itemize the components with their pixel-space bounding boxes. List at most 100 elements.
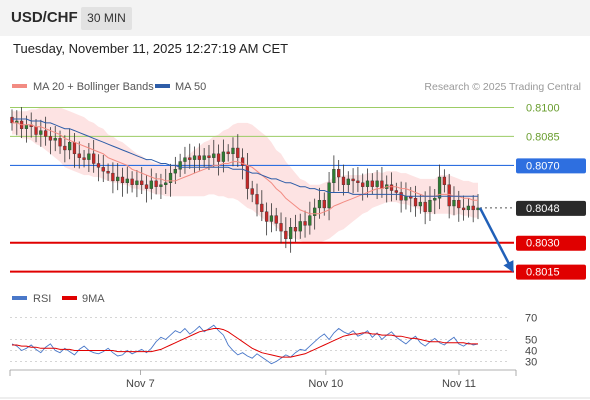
rsi9ma-legend-label: 9MA xyxy=(82,293,105,305)
candle-body xyxy=(375,180,379,187)
candle-body xyxy=(457,199,461,209)
candle-body xyxy=(341,176,346,185)
candle-body xyxy=(68,142,72,151)
candle-body xyxy=(106,171,110,174)
candle-body xyxy=(120,176,125,184)
candle-body xyxy=(298,221,302,232)
datetime-label: Tuesday, November 11, 2025 12:27:19 AM C… xyxy=(13,41,289,56)
timeframe-button[interactable]: 30 MIN xyxy=(81,7,132,30)
candle-body xyxy=(10,116,14,124)
ma50-legend-label: MA 50 xyxy=(175,81,206,93)
candle-body xyxy=(264,211,269,222)
candle-body xyxy=(313,207,317,216)
level-label-last_price: 0.8048 xyxy=(526,203,560,215)
candle-body xyxy=(394,190,398,193)
candle-body xyxy=(418,201,422,207)
candle-body xyxy=(413,198,418,207)
candle-body xyxy=(39,130,43,135)
candle-body xyxy=(125,178,129,184)
candle-body xyxy=(159,184,163,187)
candle-body xyxy=(245,165,250,189)
candle-body xyxy=(231,147,235,155)
level-tag-support xyxy=(516,264,586,280)
candle-body xyxy=(149,180,153,189)
candle-body xyxy=(140,180,144,185)
forecast-arrow-line xyxy=(478,207,514,273)
candle-body xyxy=(178,161,182,170)
candle-body xyxy=(24,124,29,129)
candle-body xyxy=(322,199,326,209)
symbol-title: USD/CHF xyxy=(11,9,78,26)
rsi-legend-swatch xyxy=(12,296,27,300)
header-bar: USD/CHF 30 MIN xyxy=(0,0,590,36)
candle-body xyxy=(370,180,374,187)
candle-body xyxy=(476,207,480,211)
candle-body xyxy=(399,192,403,201)
candle-body xyxy=(255,194,259,205)
level-label-pivot: 0.8070 xyxy=(526,160,560,172)
bollinger-bands xyxy=(12,107,478,243)
ma20-line xyxy=(12,122,478,215)
rsi-legend: RSI 9MA xyxy=(12,293,105,305)
candle-body xyxy=(337,169,341,178)
candle-body xyxy=(207,155,211,158)
candle-body xyxy=(130,178,134,185)
candle-body xyxy=(447,184,451,207)
moving-averages xyxy=(12,118,478,215)
candle-body xyxy=(389,184,394,191)
candle-body xyxy=(197,155,202,160)
candle-body xyxy=(351,178,355,182)
level-label-support: 0.8030 xyxy=(526,238,560,250)
candle-body xyxy=(82,157,86,160)
candle-body xyxy=(216,153,221,162)
candle-body xyxy=(221,151,226,162)
candle-body xyxy=(188,157,192,160)
level-tag-pivot xyxy=(516,158,586,174)
rsi-tick-label: 70 xyxy=(525,313,537,325)
candle-body xyxy=(111,172,115,182)
x-tick-label: Nov 11 xyxy=(442,378,476,390)
ma50-line xyxy=(12,118,478,197)
price-level-labels: 0.8100 0.8085 0.8070 0.8048 0.8030 0.8015 xyxy=(516,102,586,280)
candle-body xyxy=(269,215,274,222)
rsi-9ma-line xyxy=(12,328,478,358)
candle-body xyxy=(144,184,149,189)
candle-body xyxy=(236,147,240,158)
candle-body xyxy=(303,221,307,226)
candle-body xyxy=(317,199,322,209)
candle-body xyxy=(58,138,62,147)
bollinger-band-area xyxy=(12,107,478,243)
candle-body xyxy=(346,178,350,185)
main-legend: MA 20 + Bollinger Bands MA 50 Research ©… xyxy=(12,81,581,93)
candle-body xyxy=(101,167,105,172)
candle-body xyxy=(284,230,288,240)
candle-body xyxy=(202,155,206,160)
x-tick-label: Nov 10 xyxy=(308,378,343,390)
candle-body xyxy=(53,138,57,141)
candle-body xyxy=(226,151,230,155)
candle-body xyxy=(274,215,278,224)
x-tick-label: Nov 7 xyxy=(126,378,155,390)
research-credit: Research © 2025 Trading Central xyxy=(424,81,581,93)
level-tag-support xyxy=(516,235,586,251)
candle-body xyxy=(48,136,53,141)
x-axis: Nov 7 Nov 10 Nov 11 xyxy=(0,369,590,399)
level-tag-last_price xyxy=(516,200,586,216)
candle-body xyxy=(293,227,298,232)
candle-body xyxy=(116,176,120,182)
candle-body xyxy=(43,130,48,137)
candle-body xyxy=(471,205,475,211)
rsi-tick-label: 40 xyxy=(525,346,537,358)
candle-body xyxy=(437,176,442,199)
ma50-legend-swatch xyxy=(155,84,170,88)
candle-body xyxy=(356,180,360,184)
candle-body xyxy=(168,172,173,184)
candle-body xyxy=(63,145,67,151)
level-label-resistance: 0.8085 xyxy=(526,131,560,143)
candle-body xyxy=(72,142,77,155)
candle-body xyxy=(92,153,96,164)
candle-body xyxy=(423,201,427,212)
